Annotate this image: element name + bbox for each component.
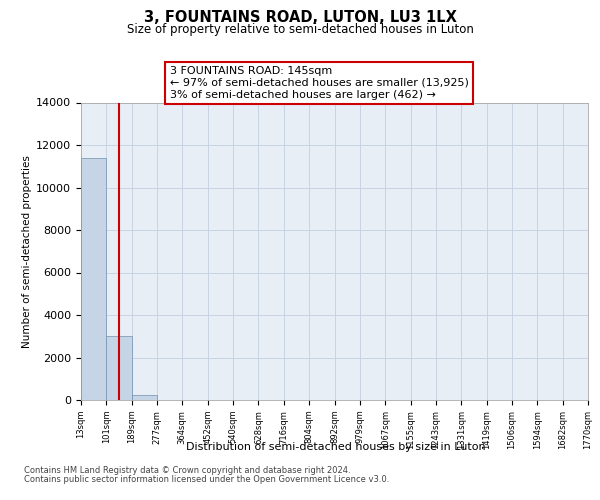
- Text: 3, FOUNTAINS ROAD, LUTON, LU3 1LX: 3, FOUNTAINS ROAD, LUTON, LU3 1LX: [143, 10, 457, 25]
- Bar: [81, 158, 106, 400]
- Text: Distribution of semi-detached houses by size in Luton: Distribution of semi-detached houses by …: [186, 442, 486, 452]
- Text: Contains public sector information licensed under the Open Government Licence v3: Contains public sector information licen…: [24, 475, 389, 484]
- Text: Contains HM Land Registry data © Crown copyright and database right 2024.: Contains HM Land Registry data © Crown c…: [24, 466, 350, 475]
- Bar: [106, 336, 132, 400]
- Y-axis label: Number of semi-detached properties: Number of semi-detached properties: [22, 155, 32, 348]
- Text: 3 FOUNTAINS ROAD: 145sqm
← 97% of semi-detached houses are smaller (13,925)
3% o: 3 FOUNTAINS ROAD: 145sqm ← 97% of semi-d…: [170, 66, 469, 100]
- Bar: [132, 396, 157, 400]
- Text: Size of property relative to semi-detached houses in Luton: Size of property relative to semi-detach…: [127, 22, 473, 36]
